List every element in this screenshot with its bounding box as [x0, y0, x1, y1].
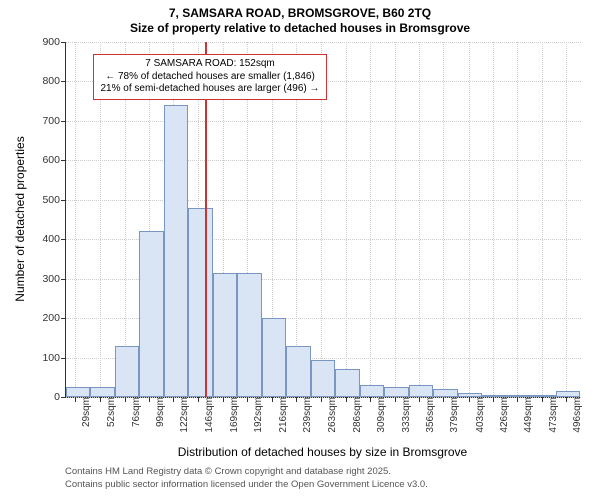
- gridline-h: [66, 200, 581, 201]
- gridline-v: [370, 42, 371, 397]
- ytick-label: 0: [54, 391, 66, 403]
- histogram-bar: [531, 395, 555, 397]
- xtick-mark: [75, 397, 76, 402]
- ytick-label: 100: [42, 352, 66, 364]
- xtick-mark: [149, 397, 150, 402]
- histogram-bar: [384, 387, 408, 397]
- gridline-h: [66, 42, 581, 43]
- ytick-label: 500: [42, 194, 66, 206]
- gridline-v: [566, 42, 567, 397]
- xtick-mark: [125, 397, 126, 402]
- histogram-bar: [164, 105, 188, 397]
- ytick-label: 700: [42, 115, 66, 127]
- xtick-mark: [100, 397, 101, 402]
- histogram-bar: [262, 318, 286, 397]
- xtick-label: 192sqm: [251, 397, 264, 445]
- histogram-bar: [66, 387, 90, 397]
- histogram-bar: [188, 208, 212, 397]
- ytick-label: 800: [42, 75, 66, 87]
- xtick-mark: [395, 397, 396, 402]
- annotation-line1: 7 SAMSARA ROAD: 152sqm: [100, 58, 320, 71]
- xtick-mark: [223, 397, 224, 402]
- chart-title-line2: Size of property relative to detached ho…: [0, 20, 600, 35]
- xtick-label: 216sqm: [276, 397, 289, 445]
- xtick-mark: [370, 397, 371, 402]
- gridline-v: [469, 42, 470, 397]
- gridline-v: [346, 42, 347, 397]
- histogram-bar: [139, 231, 163, 397]
- gridline-h: [66, 121, 581, 122]
- histogram-bar: [115, 346, 139, 397]
- xtick-label: 496sqm: [570, 397, 583, 445]
- xtick-mark: [443, 397, 444, 402]
- xtick-label: 146sqm: [202, 397, 215, 445]
- histogram-bar: [237, 273, 261, 397]
- histogram-bar: [286, 346, 310, 397]
- xtick-label: 379sqm: [447, 397, 460, 445]
- xtick-label: 286sqm: [350, 397, 363, 445]
- histogram-bar: [335, 369, 359, 397]
- xtick-label: 29sqm: [79, 397, 92, 445]
- footer-line2: Contains public sector information licen…: [65, 479, 428, 490]
- y-axis-label: Number of detached properties: [13, 119, 27, 319]
- xtick-mark: [542, 397, 543, 402]
- xtick-label: 263sqm: [325, 397, 338, 445]
- ytick-label: 300: [42, 273, 66, 285]
- xtick-label: 122sqm: [177, 397, 190, 445]
- histogram-bar: [213, 273, 237, 397]
- xtick-mark: [198, 397, 199, 402]
- xtick-label: 99sqm: [153, 397, 166, 445]
- histogram-bar: [458, 393, 482, 397]
- xtick-label: 426sqm: [497, 397, 510, 445]
- histogram-bar: [556, 391, 580, 397]
- xtick-label: 449sqm: [521, 397, 534, 445]
- xtick-label: 403sqm: [473, 397, 486, 445]
- gridline-v: [75, 42, 76, 397]
- xtick-mark: [296, 397, 297, 402]
- xtick-mark: [517, 397, 518, 402]
- gridline-v: [542, 42, 543, 397]
- xtick-label: 239sqm: [300, 397, 313, 445]
- histogram-bar: [360, 385, 384, 397]
- gridline-h: [66, 160, 581, 161]
- gridline-v: [517, 42, 518, 397]
- annotation-line3: 21% of semi-detached houses are larger (…: [100, 83, 320, 96]
- xtick-mark: [272, 397, 273, 402]
- gridline-v: [493, 42, 494, 397]
- xtick-label: 473sqm: [546, 397, 559, 445]
- annotation-line2: ← 78% of detached houses are smaller (1,…: [100, 71, 320, 84]
- histogram-bar: [507, 395, 531, 397]
- annotation-box: 7 SAMSARA ROAD: 152sqm ← 78% of detached…: [93, 54, 327, 100]
- gridline-v: [395, 42, 396, 397]
- xtick-mark: [419, 397, 420, 402]
- histogram-bar: [311, 360, 335, 397]
- xtick-mark: [493, 397, 494, 402]
- xtick-mark: [346, 397, 347, 402]
- xtick-mark: [321, 397, 322, 402]
- ytick-label: 600: [42, 154, 66, 166]
- gridline-v: [419, 42, 420, 397]
- ytick-label: 200: [42, 312, 66, 324]
- xtick-label: 309sqm: [374, 397, 387, 445]
- histogram-bar: [409, 385, 433, 397]
- xtick-label: 52sqm: [104, 397, 117, 445]
- xtick-mark: [247, 397, 248, 402]
- gridline-v: [443, 42, 444, 397]
- xtick-label: 169sqm: [227, 397, 240, 445]
- ytick-label: 400: [42, 233, 66, 245]
- histogram-bar: [433, 389, 457, 397]
- xtick-mark: [469, 397, 470, 402]
- ytick-label: 900: [42, 36, 66, 48]
- xtick-label: 76sqm: [129, 397, 142, 445]
- chart-container: 7, SAMSARA ROAD, BROMSGROVE, B60 2TQ Siz…: [0, 0, 600, 500]
- xtick-mark: [173, 397, 174, 402]
- footer-line1: Contains HM Land Registry data © Crown c…: [65, 466, 391, 477]
- x-axis-label: Distribution of detached houses by size …: [65, 445, 580, 459]
- xtick-mark: [566, 397, 567, 402]
- xtick-label: 356sqm: [423, 397, 436, 445]
- histogram-bar: [482, 395, 506, 397]
- histogram-bar: [90, 387, 114, 397]
- chart-title-line1: 7, SAMSARA ROAD, BROMSGROVE, B60 2TQ: [0, 0, 600, 20]
- xtick-label: 333sqm: [399, 397, 412, 445]
